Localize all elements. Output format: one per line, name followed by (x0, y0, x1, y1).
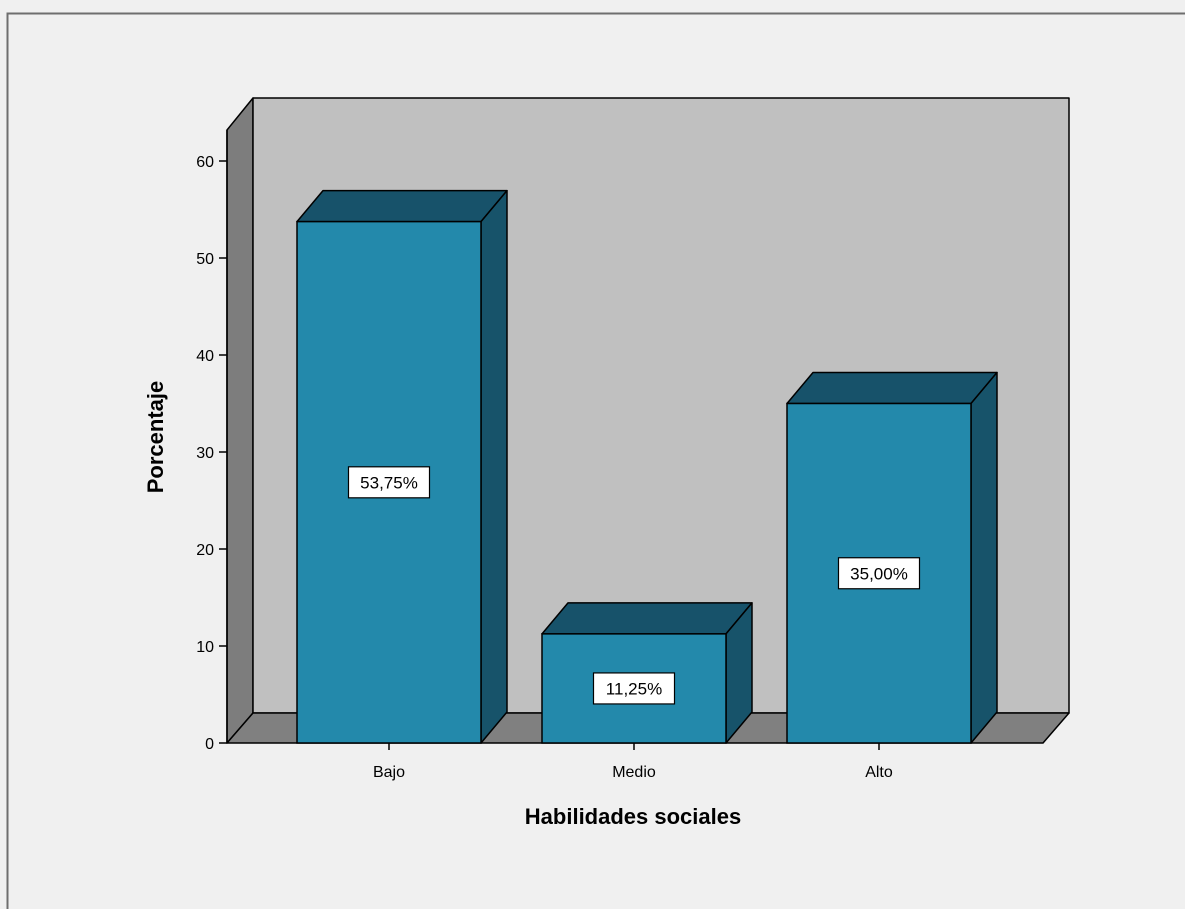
y-tick-label: 60 (196, 154, 214, 171)
y-tick-label: 0 (205, 736, 214, 753)
x-tick-label: Bajo (373, 764, 405, 781)
bar-top-face (541, 602, 753, 635)
y-tick-label: 30 (196, 445, 214, 462)
y-tick-label: 40 (196, 348, 214, 365)
bar-side-face (970, 371, 998, 744)
bar-top-face (786, 371, 998, 405)
y-axis-title: Porcentaje (143, 381, 168, 494)
x-axis-title: Habilidades sociales (525, 804, 741, 829)
x-tick-label: Medio (612, 764, 656, 781)
data-label-box (592, 672, 676, 705)
bars: 53,75% 11,25% 35,00% (296, 189, 998, 744)
bar-side-face (480, 189, 508, 744)
y-axis-ticks: 0 10 20 30 40 50 60 (196, 154, 227, 753)
data-label: 35,00% (850, 564, 908, 583)
data-label-box (347, 466, 431, 499)
y-tick-label: 20 (196, 542, 214, 559)
bar-top-face (296, 189, 508, 223)
bar-alto: 35,00% (786, 371, 998, 744)
y-tick-label: 10 (196, 639, 214, 656)
data-label-box (837, 557, 921, 590)
chart-side-wall (226, 97, 254, 744)
bar-medio: 11,25% (541, 602, 753, 744)
data-label: 53,75% (360, 473, 418, 492)
chart-frame-border (6, 12, 1185, 909)
y-tick-label: 50 (196, 251, 214, 268)
bar-bajo: 53,75% (296, 189, 508, 744)
data-label: 11,25% (606, 679, 662, 698)
x-tick-label: Alto (865, 764, 893, 781)
x-axis-ticks: Bajo Medio Alto (373, 743, 893, 781)
